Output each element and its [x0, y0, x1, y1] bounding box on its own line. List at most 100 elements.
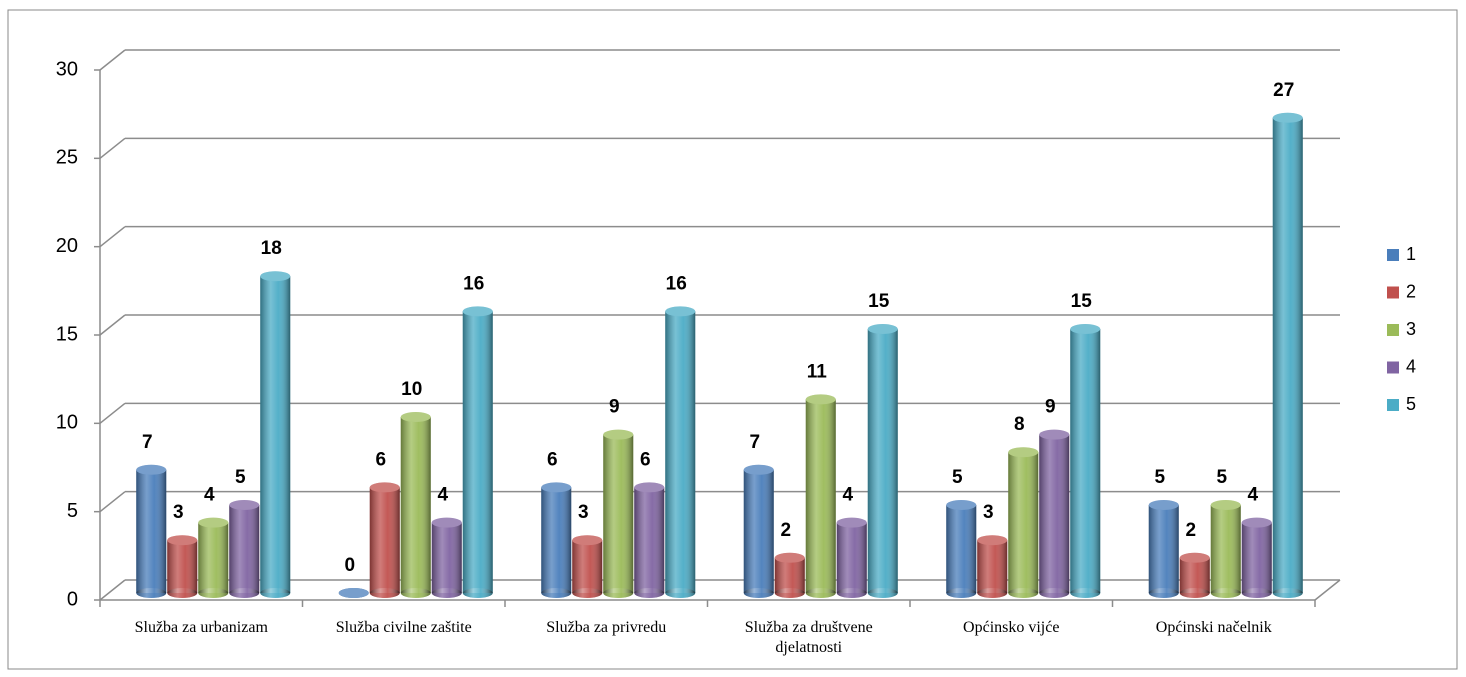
legend-swatch: [1387, 249, 1399, 261]
bar-base-shade: [836, 588, 867, 598]
value-label: 3: [578, 502, 589, 523]
bar-top: [1148, 500, 1179, 510]
bar-shade: [1210, 505, 1241, 593]
bar-base-shade: [136, 588, 167, 598]
bar-shade: [665, 311, 696, 593]
bar-shade: [1148, 505, 1179, 593]
bar-top-light: [946, 500, 977, 510]
bar-top-light: [1070, 324, 1101, 334]
bar-top: [462, 306, 493, 317]
bar-top: [774, 552, 805, 563]
bar-shade: [805, 399, 836, 593]
value-label: 5: [235, 467, 246, 488]
bar-top: [1039, 429, 1070, 440]
bar-top: [1210, 500, 1241, 510]
bar-top: [1272, 112, 1303, 123]
legend-swatch: [1387, 286, 1399, 299]
value-label: 15: [1071, 291, 1093, 312]
bar-top-light: [1179, 552, 1210, 563]
grid-line: [99, 579, 126, 601]
bar-top-light: [198, 517, 229, 528]
legend-label: 1: [1406, 244, 1416, 264]
bar-top-light: [431, 517, 462, 528]
bar-shade: [867, 329, 898, 593]
value-label: 18: [261, 238, 282, 259]
value-label: 6: [375, 449, 386, 470]
bar-top-light: [774, 552, 805, 563]
value-label: 4: [437, 485, 448, 506]
bar-base-shade: [665, 588, 696, 598]
value-label: 5: [952, 467, 963, 488]
bar-base-shade: [977, 588, 1008, 598]
bar-base-shade: [541, 588, 572, 598]
y-tick-label: 20: [56, 235, 78, 257]
value-label: 27: [1273, 80, 1294, 101]
grid-line: [99, 402, 126, 424]
value-label: 4: [204, 485, 215, 506]
bar-top: [665, 306, 696, 317]
x-tick-label: Služba za urbanizam: [134, 619, 268, 636]
bar-shade: [1272, 117, 1303, 594]
value-label: 5: [1154, 467, 1165, 488]
bar-top: [229, 500, 260, 510]
bar-top: [260, 271, 291, 282]
bar-shade: [136, 469, 167, 593]
bar-base-shade: [1070, 588, 1101, 598]
bar-shade: [369, 487, 400, 593]
bar-base-shade: [867, 588, 898, 598]
bar-top: [805, 394, 836, 405]
bar-base-shade: [1272, 588, 1303, 598]
bar-top-light: [167, 535, 198, 546]
bar-shade: [946, 505, 977, 593]
bar-top: [572, 535, 603, 546]
bar-top: [634, 482, 665, 493]
bar-top-light: [338, 588, 369, 598]
legend-swatch: [1387, 324, 1399, 336]
bar-shade: [743, 469, 774, 593]
bar-base-shade: [1039, 588, 1070, 598]
bar-base-shade: [634, 588, 665, 598]
y-tick-label: 0: [67, 588, 78, 610]
bar-shade: [836, 522, 867, 593]
bar-shade: [541, 487, 572, 593]
value-label: 3: [983, 502, 994, 523]
value-label: 6: [547, 449, 558, 470]
bar-base-shade: [229, 588, 260, 598]
floor-edge: [1314, 579, 1341, 601]
bar-top-light: [836, 517, 867, 528]
bar-base-shade: [260, 588, 291, 598]
value-label: 8: [1014, 414, 1025, 435]
bar-top-light: [572, 535, 603, 546]
bar-top: [400, 412, 431, 422]
legend-label: 3: [1406, 319, 1416, 339]
bar-shade: [1039, 434, 1070, 593]
bar-top: [603, 429, 634, 440]
bar-shade: [167, 540, 198, 593]
bar-base-shade: [572, 588, 603, 598]
bar-base-shade: [946, 588, 977, 598]
bar-base-shade: [1008, 588, 1039, 598]
bar-shade: [1241, 522, 1272, 593]
bar-top-light: [369, 482, 400, 493]
bar-top: [198, 517, 229, 528]
value-label: 4: [1247, 485, 1258, 506]
bar-top: [541, 482, 572, 493]
x-tick-label: Općinsko vijće: [963, 619, 1060, 636]
value-label: 16: [463, 273, 484, 294]
bar-shade: [198, 522, 229, 593]
legend-swatch: [1387, 361, 1399, 374]
bar-top-light: [665, 306, 696, 317]
bar-base-shade: [167, 588, 198, 598]
value-label: 10: [401, 379, 422, 400]
bar-base-shade: [462, 588, 493, 598]
bar-top: [1241, 517, 1272, 528]
x-tick-label: Služba za privredu: [546, 619, 667, 636]
value-label: 9: [609, 397, 620, 418]
bar-top-light: [743, 464, 774, 475]
value-label: 3: [173, 502, 184, 523]
bar-base-shade: [198, 588, 229, 598]
bar-shade: [634, 487, 665, 593]
legend-label: 2: [1406, 281, 1416, 301]
grid-line: [99, 137, 126, 159]
